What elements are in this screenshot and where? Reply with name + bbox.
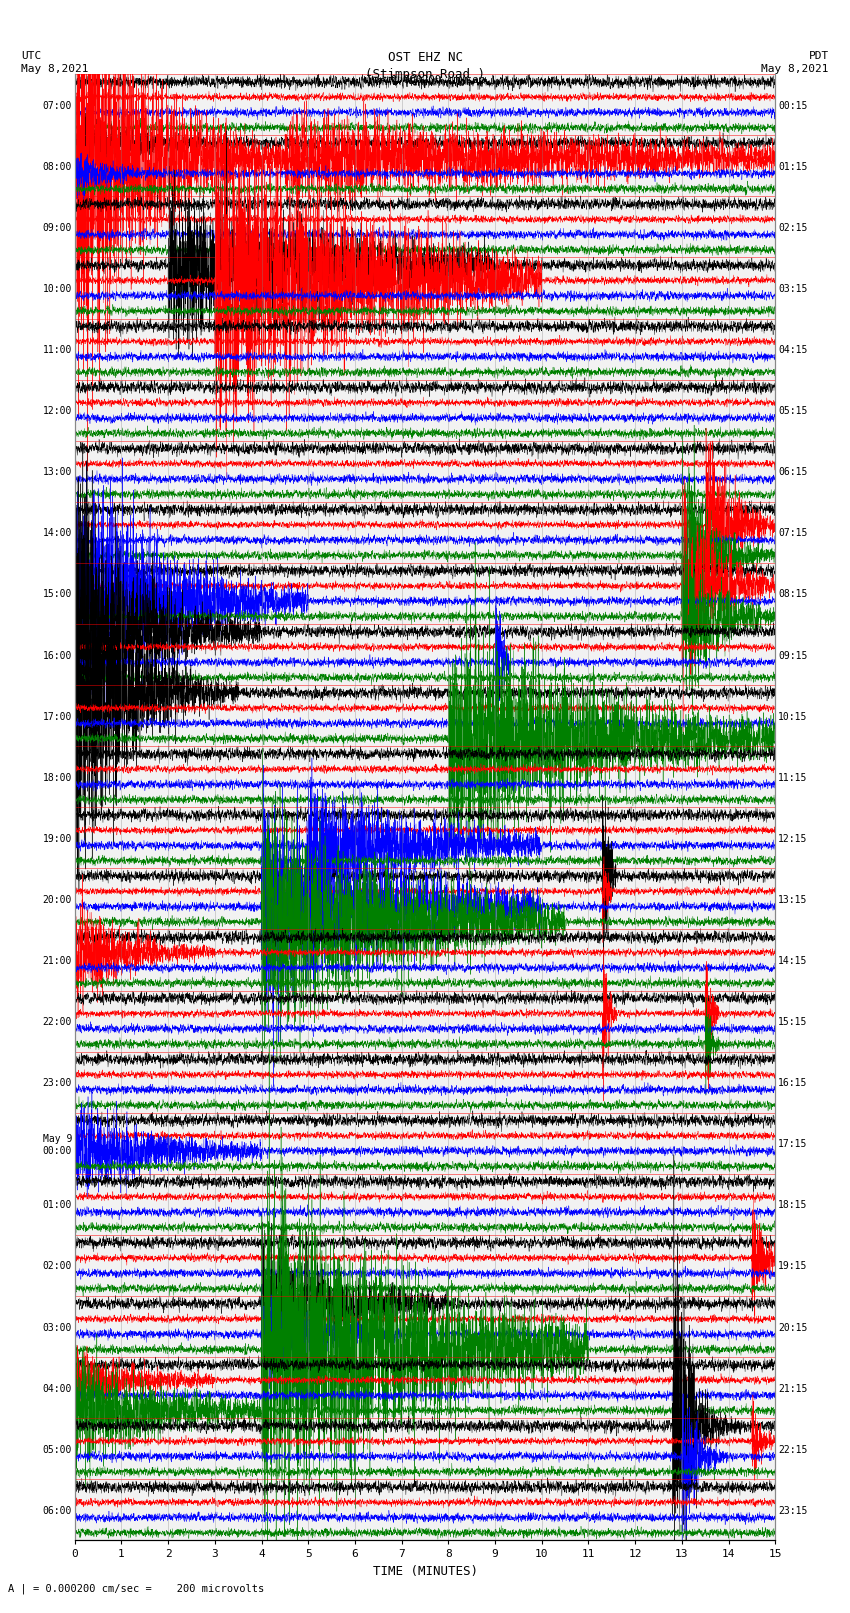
X-axis label: TIME (MINUTES): TIME (MINUTES) [372, 1565, 478, 1578]
Text: OST EHZ NC
(Stimpson Road ): OST EHZ NC (Stimpson Road ) [365, 50, 485, 81]
Text: I = 0.000200 cm/sec: I = 0.000200 cm/sec [366, 76, 484, 85]
Text: PDT
May 8,2021: PDT May 8,2021 [762, 50, 829, 74]
Text: A | = 0.000200 cm/sec =    200 microvolts: A | = 0.000200 cm/sec = 200 microvolts [8, 1582, 264, 1594]
Text: UTC
May 8,2021: UTC May 8,2021 [21, 50, 88, 74]
